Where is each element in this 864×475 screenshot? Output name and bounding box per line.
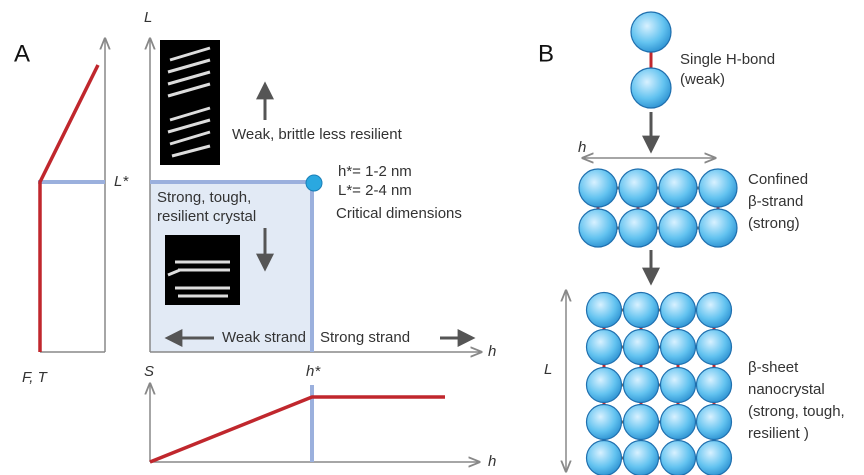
residue bbox=[579, 169, 617, 207]
axis-label: L bbox=[144, 9, 152, 26]
axis-label: h bbox=[488, 343, 496, 360]
residue bbox=[661, 368, 696, 403]
residue bbox=[697, 441, 732, 475]
region-label: Strong, tough, bbox=[157, 189, 251, 206]
residue bbox=[587, 293, 622, 328]
curve bbox=[150, 397, 445, 462]
residue bbox=[631, 68, 671, 108]
residue bbox=[587, 330, 622, 365]
description: β-strand bbox=[748, 193, 803, 210]
residue bbox=[697, 330, 732, 365]
dimension-label: L bbox=[544, 361, 552, 378]
description: (strong) bbox=[748, 215, 800, 232]
residue bbox=[699, 209, 737, 247]
residue bbox=[631, 12, 671, 52]
residue bbox=[619, 169, 657, 207]
residue bbox=[661, 293, 696, 328]
description: nanocrystal bbox=[748, 381, 825, 398]
residue bbox=[579, 209, 617, 247]
axis-label: h bbox=[488, 453, 496, 470]
dimension-label: h bbox=[578, 139, 586, 156]
residue bbox=[624, 441, 659, 475]
critical-point bbox=[306, 175, 322, 191]
residue bbox=[697, 368, 732, 403]
axis-label: S bbox=[144, 363, 154, 380]
residue bbox=[624, 293, 659, 328]
residue bbox=[661, 405, 696, 440]
critical-label: Critical dimensions bbox=[336, 205, 462, 222]
description: Single H-bond bbox=[680, 51, 775, 68]
critical-h: h*= 1-2 nm bbox=[338, 163, 412, 180]
panel-label: A bbox=[14, 40, 30, 67]
residue bbox=[587, 405, 622, 440]
axis-label: F, T bbox=[22, 369, 49, 386]
panel-label: B bbox=[538, 40, 554, 67]
residue bbox=[587, 441, 622, 475]
figure: A L* F, T L h Weak, brittle less resilie… bbox=[0, 0, 864, 475]
residue bbox=[659, 209, 697, 247]
description: (weak) bbox=[680, 71, 725, 88]
residue bbox=[661, 330, 696, 365]
description: resilient ) bbox=[748, 425, 809, 442]
critical-l: L*= 2-4 nm bbox=[338, 182, 412, 199]
residue bbox=[697, 405, 732, 440]
region-label: Weak, brittle less resilient bbox=[232, 126, 403, 143]
description: Confined bbox=[748, 171, 808, 188]
residue bbox=[699, 169, 737, 207]
description: β-sheet bbox=[748, 359, 799, 376]
marker-label: L* bbox=[114, 173, 129, 190]
residue bbox=[659, 169, 697, 207]
description: (strong, tough, bbox=[748, 403, 845, 420]
residue bbox=[661, 441, 696, 475]
residue bbox=[624, 405, 659, 440]
marker-label: h* bbox=[306, 363, 321, 380]
residue bbox=[624, 368, 659, 403]
curve bbox=[40, 65, 98, 352]
strand-label: Strong strand bbox=[320, 329, 410, 346]
strand-label: Weak strand bbox=[222, 329, 306, 346]
residue bbox=[587, 368, 622, 403]
structure-image bbox=[160, 40, 240, 305]
residue bbox=[624, 330, 659, 365]
residue bbox=[697, 293, 732, 328]
residue bbox=[619, 209, 657, 247]
region-label: resilient crystal bbox=[157, 208, 256, 225]
